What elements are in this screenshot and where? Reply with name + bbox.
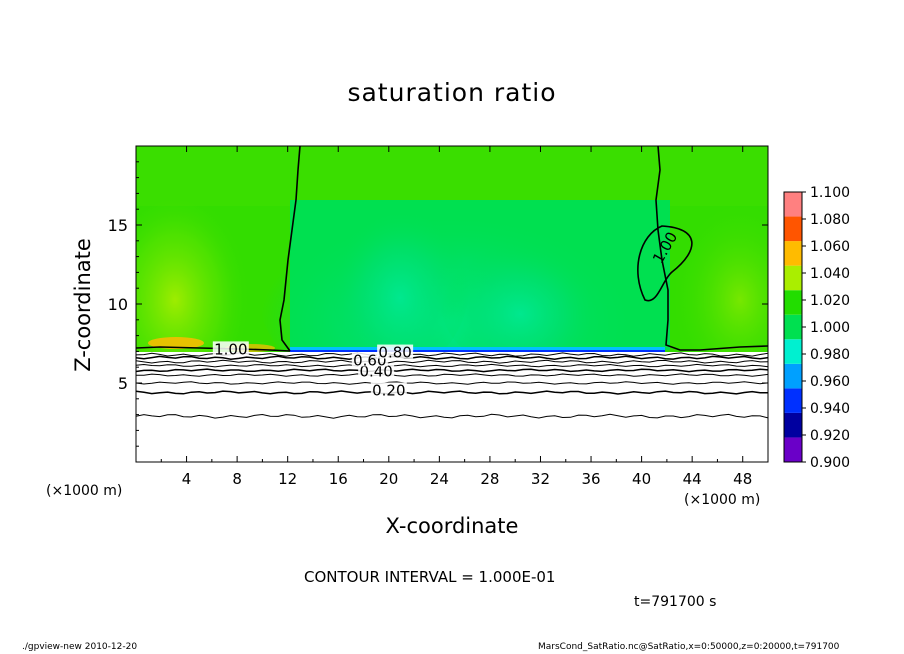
contour-labels: 0.200.400.600.801.001.00: [212, 229, 681, 399]
x-tick-label: 28: [480, 470, 499, 488]
y-tick-label: 5: [118, 374, 128, 393]
contour-label-bg: [370, 382, 407, 397]
footer-left: ./gpview-new 2010-12-20: [22, 642, 138, 652]
contour-line: [135, 390, 769, 395]
colorbar-label: 0.980: [810, 347, 850, 363]
colorbar-swatch: [784, 265, 802, 291]
x-tick-label: 12: [278, 470, 297, 488]
heatmap-field: [136, 146, 768, 462]
colorbar-label: 1.080: [810, 212, 850, 228]
x-tick-label: 8: [232, 470, 242, 488]
x-unit-label-left: (×1000 m): [46, 483, 123, 499]
x-tick-label: 4: [182, 470, 192, 488]
footer-right: MarsCond_SatRatio.nc@SatRatio,x=0:50000,…: [538, 642, 840, 652]
contour-label-bg: [377, 344, 414, 359]
y-tick-label: 15: [108, 216, 128, 235]
colorbar-swatch: [784, 437, 802, 462]
colorbar-label: 1.060: [810, 239, 850, 255]
x-tick-label: 24: [430, 470, 449, 488]
colorbar-label: 1.100: [810, 185, 850, 201]
contour-label: 0.80: [378, 344, 411, 362]
colorbar-swatch: [784, 388, 802, 413]
x-tick-label: 20: [379, 470, 398, 488]
chart-title: saturation ratio: [347, 78, 557, 107]
contour-line-1: [279, 145, 301, 352]
contour-line: [136, 373, 769, 377]
colorbar-swatch: [784, 363, 802, 389]
colorbar: 0.900 0.920 0.940 0.960 0.980 1.000 1.020 1.040…: [783, 185, 850, 471]
y-axis-label: Z-coordinate: [71, 238, 95, 372]
contour-line: [135, 413, 769, 419]
x-axis: 4 8 12 16 20 24 28 32 36 40 44 48: [160, 146, 752, 488]
colorbar-label: 1.040: [810, 266, 850, 282]
x-tick-label: 32: [531, 470, 550, 488]
contour-label-bg: [212, 341, 249, 356]
x-tick-label: 44: [683, 470, 702, 488]
contour-line: [135, 355, 769, 360]
colorbar-swatch: [784, 216, 802, 242]
x-tick-label: 36: [581, 470, 600, 488]
contour-line-1: [637, 225, 693, 302]
x-tick-label: 40: [632, 470, 651, 488]
colorbar-label: 0.900: [810, 455, 850, 471]
colorbar-label: 1.020: [810, 293, 850, 309]
colorbar-swatch: [784, 339, 802, 364]
contour-interval-text: CONTOUR INTERVAL = 1.000E-01: [304, 568, 556, 586]
x-unit-label-right: (×1000 m): [684, 492, 761, 508]
colorbar-swatch: [784, 241, 802, 266]
contour-line: [135, 381, 769, 385]
colorbar-label: 0.960: [810, 374, 850, 390]
contour-label: 1.00: [214, 340, 247, 358]
contour-line: [135, 363, 769, 368]
colorbar-swatch: [784, 192, 802, 217]
x-tick-label: 48: [733, 470, 752, 488]
colorbar-label: 1.000: [810, 320, 850, 336]
contour-label: 0.20: [372, 381, 405, 399]
contour-line: [135, 359, 769, 364]
x-tick-label: 16: [329, 470, 348, 488]
contour-label: 0.40: [359, 363, 392, 381]
colorbar-swatch: [784, 314, 802, 340]
colorbar-label: 0.920: [810, 428, 850, 444]
contour-line: [135, 368, 769, 373]
colorbar-swatch: [784, 412, 802, 438]
y-tick-label: 10: [108, 295, 128, 314]
y-axis: 5 10 15: [108, 161, 768, 447]
contour-label-bg: [358, 363, 395, 378]
contour-line-1: [655, 145, 769, 351]
colorbar-swatch: [784, 290, 802, 315]
x-axis-label: X-coordinate: [385, 514, 519, 538]
colorbar-label: 0.940: [810, 401, 850, 417]
time-stamp: t=791700 s: [634, 594, 717, 610]
